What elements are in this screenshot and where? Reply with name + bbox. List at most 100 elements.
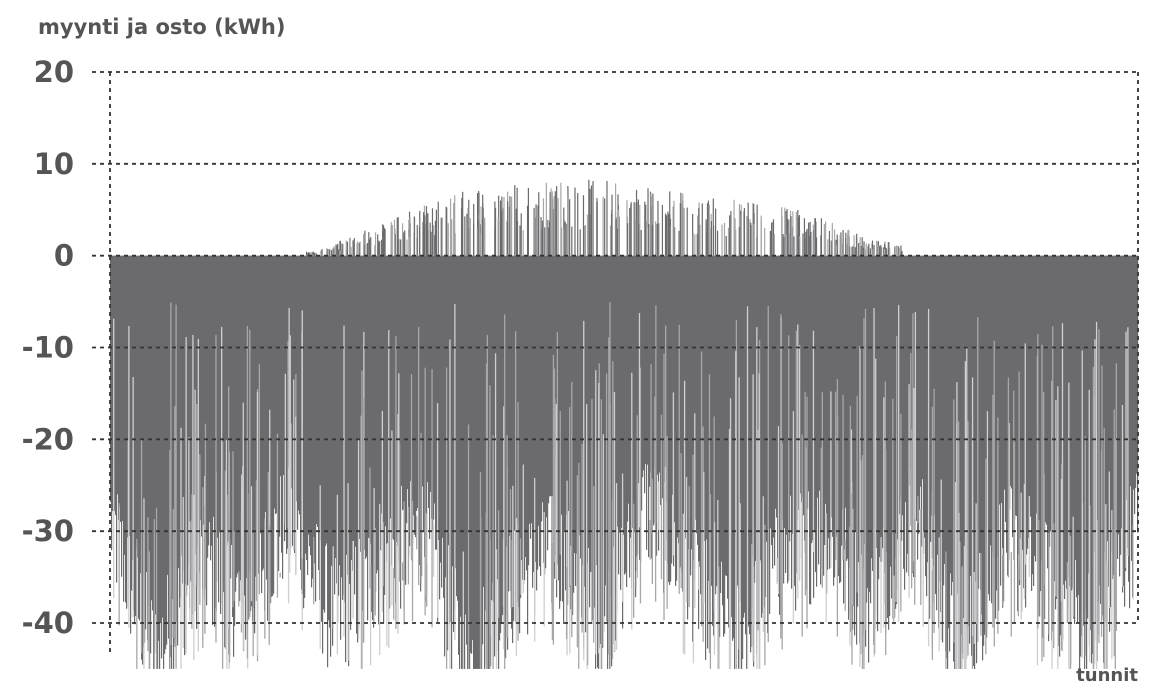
purchase-bar — [484, 255, 486, 669]
purchase-bar — [1064, 255, 1066, 599]
purchase-bar — [179, 255, 181, 608]
purchase-bar — [882, 255, 884, 549]
sale-bar — [516, 220, 519, 256]
sale-bar — [842, 230, 844, 256]
sale-bar — [859, 237, 861, 256]
variation-spike — [613, 546, 615, 622]
purchase-bar — [975, 255, 977, 582]
purchase-bar — [1073, 255, 1075, 619]
sale-bar — [510, 196, 513, 256]
purchase-bar — [342, 255, 344, 600]
variation-spike — [795, 330, 798, 574]
purchase-bar — [931, 255, 933, 516]
sale-bar — [453, 202, 455, 256]
purchase-bar — [657, 255, 659, 475]
variation-spike — [504, 314, 506, 669]
variation-spike — [522, 464, 524, 594]
purchase-bar — [294, 255, 296, 553]
purchase-bar — [568, 255, 570, 511]
purchase-bar — [115, 255, 117, 516]
purchase-bar — [1070, 255, 1072, 665]
purchase-bar — [745, 255, 747, 635]
sale-bar — [328, 249, 331, 256]
purchase-bar — [263, 255, 265, 569]
purchase-bar — [496, 255, 498, 651]
purchase-bar — [229, 255, 231, 526]
variation-spike — [397, 413, 399, 634]
purchase-bar — [880, 255, 882, 562]
purchase-bar — [691, 255, 693, 550]
purchase-bar — [327, 255, 329, 668]
purchase-bar — [1104, 255, 1106, 552]
sale-bar — [332, 248, 334, 256]
variation-spike — [238, 571, 240, 607]
purchase-bar — [202, 255, 204, 590]
variation-spike — [1007, 377, 1010, 578]
purchase-bar — [163, 255, 165, 669]
purchase-bar — [543, 255, 545, 563]
variation-spike — [600, 399, 602, 669]
variation-spike — [680, 453, 682, 589]
purchase-bar — [239, 255, 241, 601]
purchase-bar — [787, 255, 789, 584]
purchase-bar — [1067, 255, 1069, 608]
sale-bar — [712, 225, 715, 256]
sale-bar — [749, 219, 751, 256]
purchase-bar — [238, 255, 240, 577]
sale-bar — [828, 230, 831, 256]
variation-spike — [776, 558, 778, 585]
purchase-bar — [820, 255, 822, 585]
purchase-bar — [211, 255, 213, 546]
purchase-bar — [323, 255, 325, 610]
purchase-bar — [441, 255, 443, 588]
variation-spike — [896, 335, 898, 590]
variation-spike — [851, 493, 853, 665]
variation-spike — [708, 374, 711, 654]
purchase-bar — [408, 255, 410, 556]
sale-bar — [582, 195, 585, 256]
sale-bar — [616, 228, 618, 256]
purchase-bar — [815, 255, 817, 573]
variation-spike — [319, 485, 321, 649]
variation-spike — [922, 531, 924, 627]
purchase-bar — [307, 255, 309, 576]
purchase-bar — [251, 255, 253, 607]
variation-spike — [758, 373, 760, 669]
sale-bar — [311, 252, 313, 256]
sale-bar — [647, 227, 649, 256]
sale-bar — [710, 220, 713, 256]
purchase-bar — [199, 255, 201, 573]
purchase-bar — [261, 255, 263, 594]
purchase-bar — [337, 255, 339, 623]
purchase-bar — [642, 255, 644, 478]
sale-bar — [520, 213, 522, 256]
variation-spike — [256, 392, 259, 656]
variation-spike — [565, 567, 568, 640]
variation-spike — [595, 370, 597, 655]
variation-spike — [1013, 442, 1016, 623]
sale-bar — [381, 239, 383, 256]
purchase-bar — [1117, 255, 1119, 560]
purchase-bar — [1049, 255, 1051, 547]
purchase-bar — [563, 255, 565, 625]
variation-spike — [174, 406, 176, 647]
sale-bar — [577, 193, 579, 256]
sale-bar — [860, 246, 862, 256]
purchase-bar — [509, 255, 511, 537]
variation-spike — [958, 512, 960, 669]
sale-bar — [574, 187, 576, 256]
purchase-bar — [137, 255, 139, 558]
sale-bar — [694, 234, 696, 256]
purchase-bar — [123, 255, 125, 602]
purchase-bar — [512, 255, 514, 643]
purchase-bar — [605, 255, 607, 586]
sale-bar — [854, 247, 857, 256]
purchase-bar — [264, 255, 266, 611]
purchase-bar — [946, 255, 948, 659]
variation-spike — [729, 398, 732, 669]
variation-spike — [703, 472, 705, 604]
sale-bar — [382, 225, 385, 256]
purchase-bar — [985, 255, 987, 633]
sale-bar — [785, 234, 787, 256]
sale-bar — [545, 182, 547, 256]
